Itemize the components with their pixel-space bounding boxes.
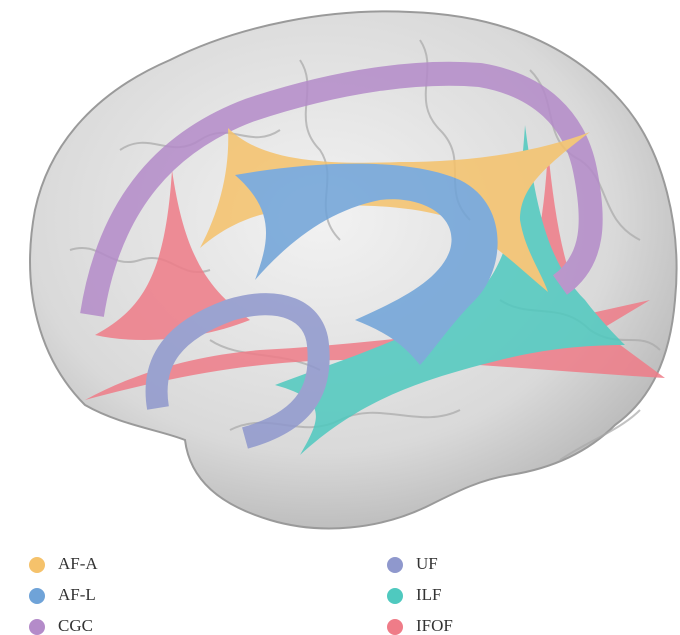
legend-swatch: [29, 588, 45, 604]
legend: AF-A AF-L CGC UF ILF IFOF: [29, 554, 453, 635]
legend-swatch: [387, 619, 403, 635]
legend-item: ILF: [387, 585, 442, 604]
legend-swatch: [387, 557, 403, 573]
legend-item: CGC: [29, 616, 93, 635]
tract-afl: [235, 163, 498, 365]
tracts: [80, 61, 665, 455]
legend-item: AF-A: [29, 554, 98, 573]
tract-ilf: [275, 125, 625, 455]
tract-uf: [145, 293, 330, 449]
legend-label: AF-A: [58, 554, 98, 573]
legend-label: CGC: [58, 616, 93, 635]
legend-label: IFOF: [416, 616, 453, 635]
legend-label: ILF: [416, 585, 442, 604]
legend-swatch: [29, 557, 45, 573]
tract-cgc: [80, 61, 603, 317]
legend-item: IFOF: [387, 616, 453, 635]
legend-swatch: [29, 619, 45, 635]
legend-label: AF-L: [58, 585, 96, 604]
legend-swatch: [387, 588, 403, 604]
legend-label: UF: [416, 554, 438, 573]
legend-item: UF: [387, 554, 438, 573]
legend-item: AF-L: [29, 585, 96, 604]
